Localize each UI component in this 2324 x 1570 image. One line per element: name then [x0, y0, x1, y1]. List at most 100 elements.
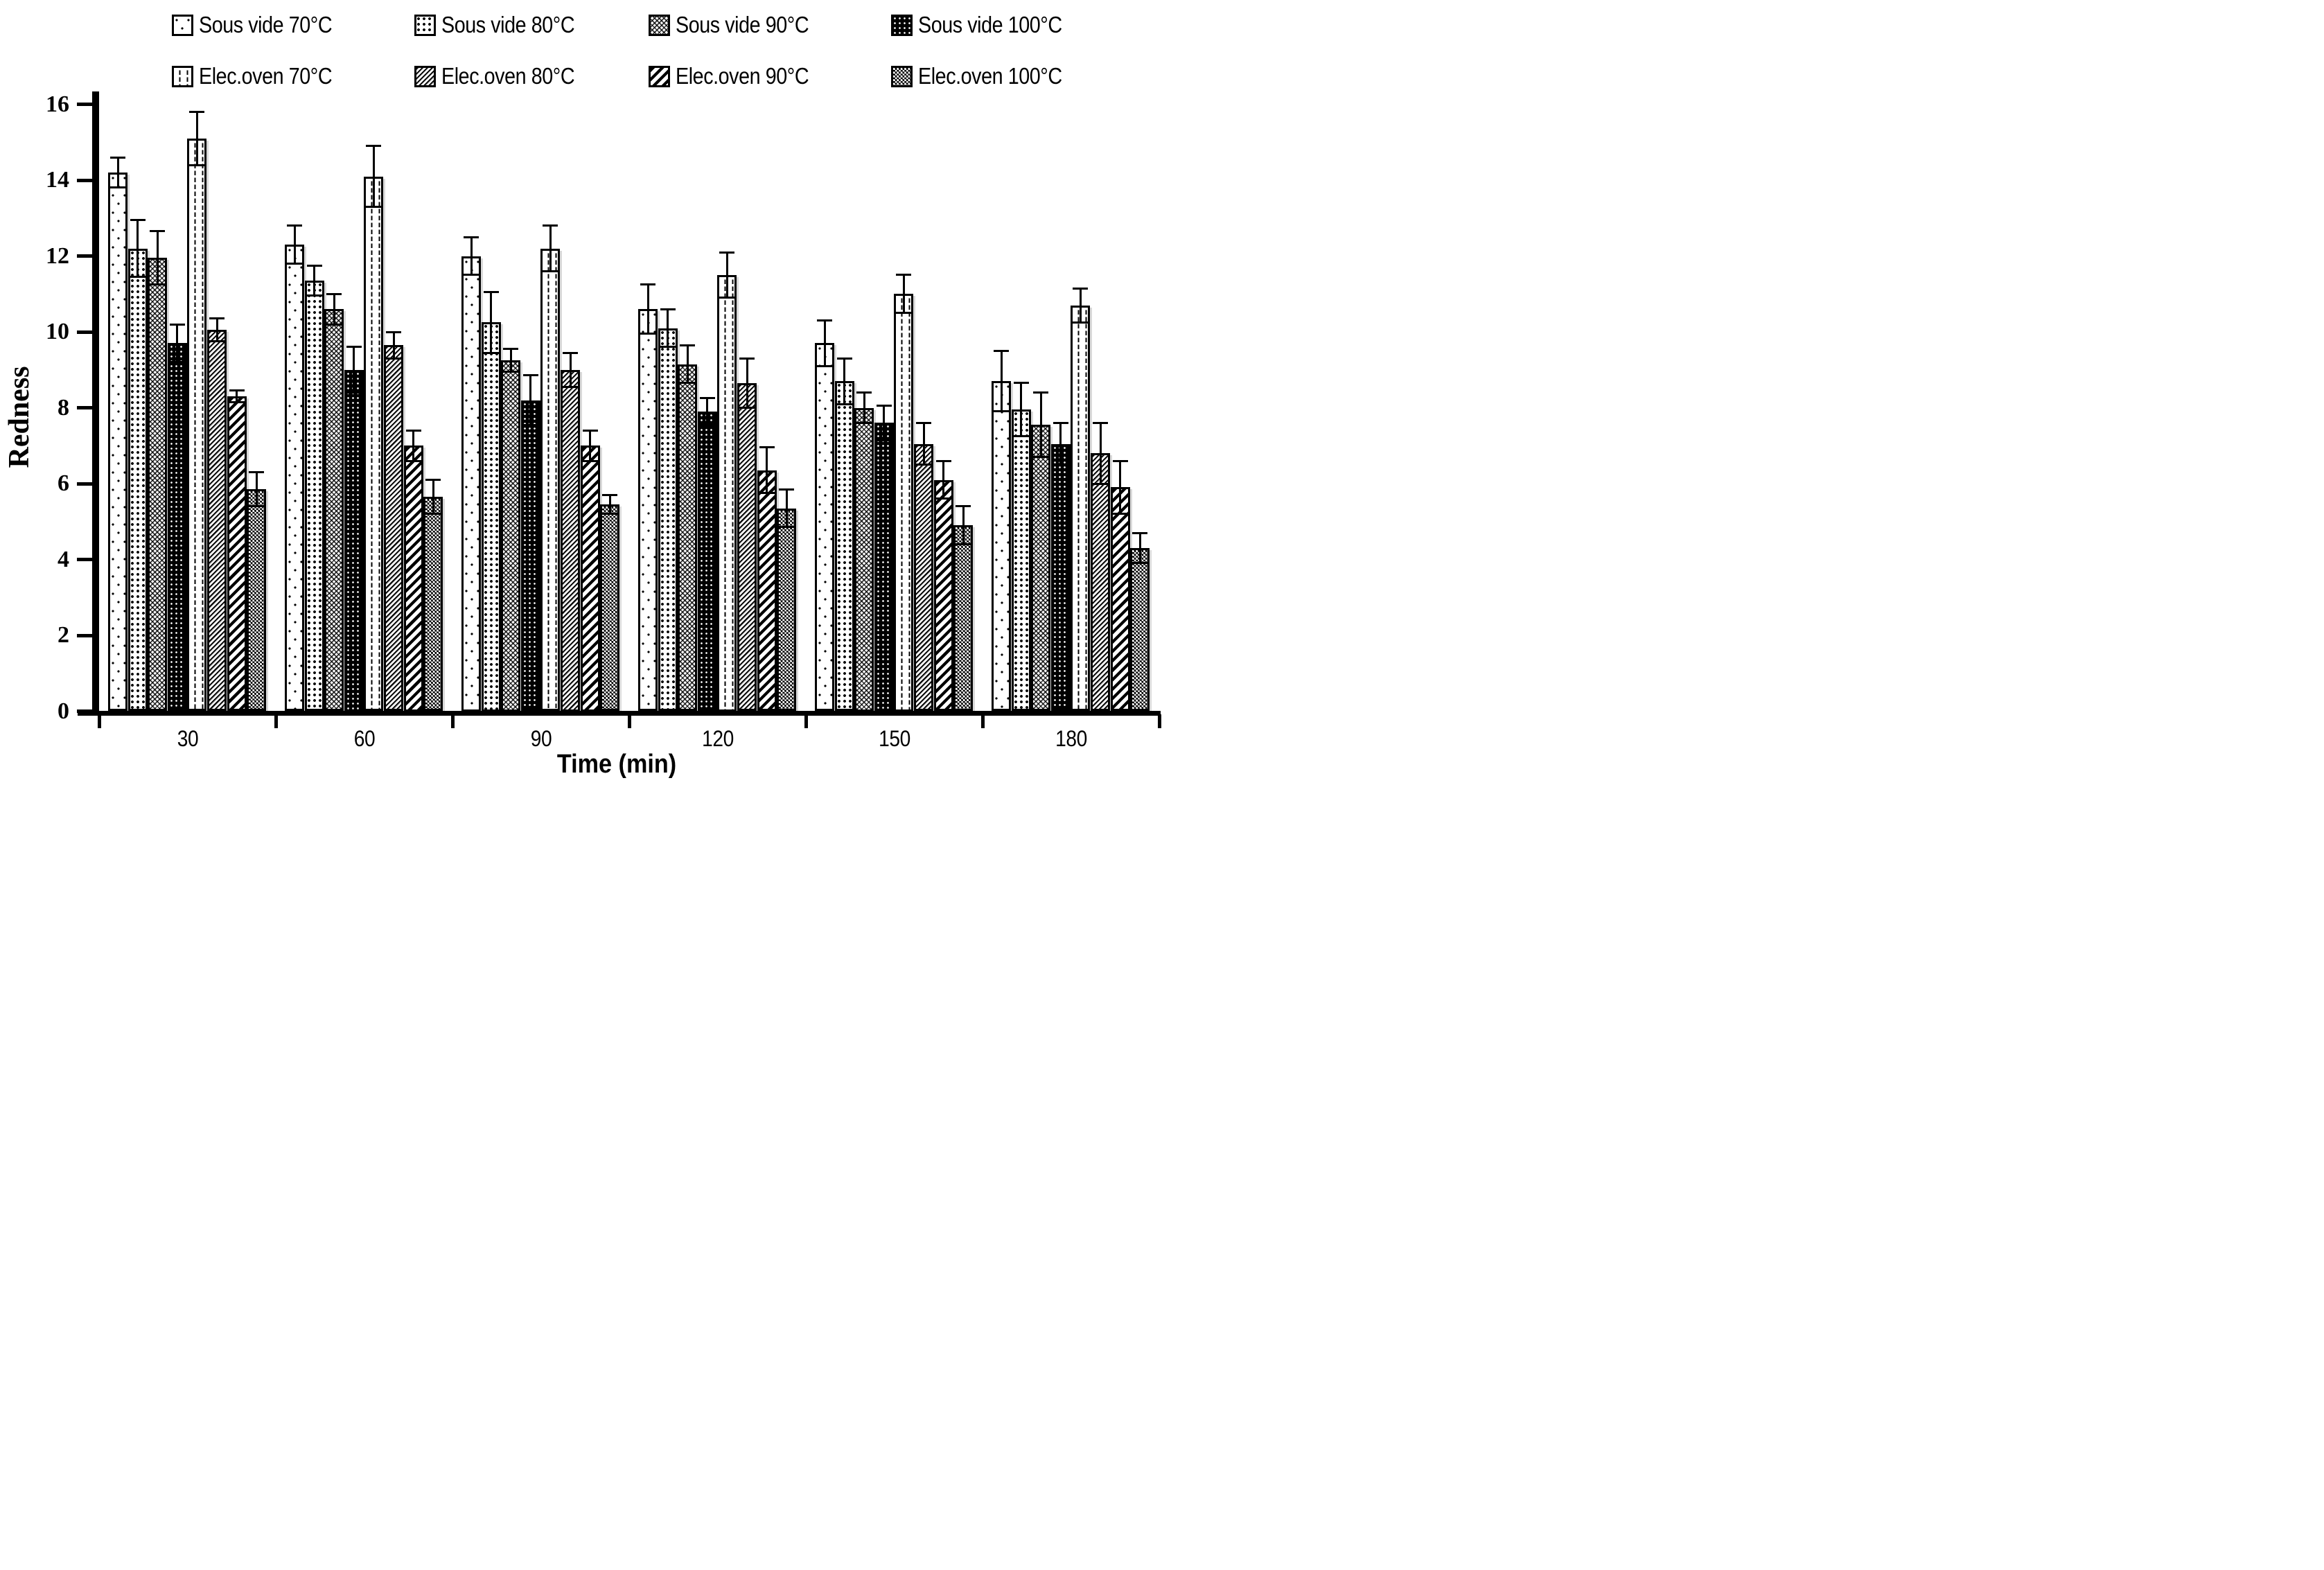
error-bar-cap-top — [543, 224, 558, 227]
legend-swatch-sv70 — [172, 14, 193, 36]
chart-page: { "page": { "background": "#ffffff", "fo… — [0, 0, 1162, 785]
error-bar — [942, 461, 945, 499]
error-bar-cap-top — [1093, 421, 1108, 424]
error-bar — [1039, 392, 1042, 457]
error-bar-cap-bottom — [287, 262, 302, 265]
y-tick-mark — [77, 633, 92, 637]
bar-eo80-90min — [561, 369, 580, 712]
error-bar-cap-bottom — [1093, 482, 1108, 485]
legend-swatch-eo90 — [649, 65, 670, 87]
x-tick-mark — [980, 714, 985, 728]
error-bar-cap-top — [563, 351, 578, 354]
error-bar-cap-top — [464, 236, 479, 238]
error-bar-cap-bottom — [209, 340, 225, 343]
legend-label: Elec.oven 80°C — [441, 63, 575, 89]
x-tick-label: 120 — [701, 726, 734, 751]
error-bar-cap-top — [660, 308, 676, 310]
bar-eo80-180min — [1091, 453, 1110, 712]
error-bar-cap-top — [425, 479, 441, 482]
bar-eo80-30min — [207, 330, 227, 712]
bar-sv70-60min — [285, 245, 304, 712]
bar-eo100-30min — [247, 489, 267, 712]
legend-label: Sous vide 80°C — [441, 12, 575, 37]
error-bar — [1138, 533, 1141, 563]
error-bar-cap-top — [602, 493, 618, 496]
bar-eo80-60min — [384, 345, 403, 712]
error-bar — [490, 292, 493, 353]
error-bar-cap-bottom — [150, 283, 166, 286]
error-bar-cap-top — [110, 156, 125, 159]
error-bar — [608, 495, 611, 514]
bar-eo80-120min — [737, 382, 757, 712]
error-bar-cap-bottom — [189, 164, 205, 166]
error-bar-cap-bottom — [229, 400, 245, 403]
legend-swatch-sv90 — [649, 14, 670, 36]
error-bar — [785, 489, 788, 527]
error-bar-cap-top — [739, 357, 755, 360]
error-bar — [1059, 423, 1062, 465]
bar-eo90-90min — [580, 446, 600, 712]
error-bar — [646, 284, 649, 334]
legend-item: Elec.oven 80°C — [414, 61, 595, 91]
bar-eo100-90min — [600, 504, 620, 712]
error-bar-cap-bottom — [346, 391, 362, 394]
x-tick-mark — [627, 714, 631, 728]
bar-sv90-90min — [501, 360, 521, 712]
error-bar-cap-top — [346, 346, 362, 349]
error-bar-cap-bottom — [582, 459, 598, 462]
bar-eo90-150min — [933, 479, 953, 712]
error-bar — [1020, 382, 1023, 436]
error-bar-cap-top — [582, 429, 598, 432]
error-bar — [1000, 351, 1003, 412]
bar-sv90-120min — [678, 364, 698, 712]
error-bar-cap-bottom — [836, 403, 852, 405]
bar-sv100-120min — [697, 411, 717, 712]
error-bar-cap-top — [366, 145, 382, 148]
legend-swatch-eo80 — [414, 65, 436, 87]
bar-sv90-150min — [854, 407, 874, 712]
error-bar-cap-top — [169, 323, 185, 326]
error-bar — [843, 358, 846, 404]
error-bar — [962, 506, 965, 545]
bar-sv70-180min — [992, 381, 1011, 712]
error-bar-cap-top — [856, 391, 872, 394]
y-tick-mark — [77, 709, 92, 713]
legend-swatch-eo100 — [891, 65, 913, 87]
y-axis — [92, 91, 99, 715]
error-bar — [1079, 288, 1082, 323]
error-bar-cap-top — [836, 357, 852, 360]
error-bar-cap-bottom — [1053, 464, 1068, 466]
error-bar-cap-bottom — [994, 410, 1009, 413]
y-tick-mark — [77, 330, 92, 334]
error-bar-cap-bottom — [739, 407, 755, 409]
error-bar-cap-bottom — [130, 276, 146, 279]
x-tick-label: 90 — [530, 726, 552, 751]
error-bar-cap-top — [680, 344, 696, 346]
legend-label: Sous vide 90°C — [676, 12, 809, 37]
error-bar-cap-top — [130, 218, 146, 221]
error-bar — [255, 472, 258, 506]
legend-swatch-sv100 — [891, 14, 913, 36]
x-tick-label: 180 — [1055, 726, 1087, 751]
error-bar-cap-bottom — [1073, 321, 1089, 324]
bar-eo80-150min — [914, 443, 933, 712]
error-bar-cap-bottom — [169, 361, 185, 364]
error-bar — [863, 392, 865, 423]
error-bar-cap-top — [1033, 391, 1049, 394]
legend-label: Elec.oven 70°C — [199, 63, 333, 89]
bar-eo70-180min — [1071, 305, 1091, 712]
y-tick-mark — [77, 178, 92, 182]
legend-item: Elec.oven 70°C — [172, 61, 352, 91]
legend-swatch-eo70 — [172, 65, 193, 87]
x-tick-label: 30 — [177, 726, 198, 751]
error-bar-cap-top — [405, 429, 421, 432]
error-bar-cap-bottom — [425, 513, 441, 515]
error-bar-cap-bottom — [306, 294, 322, 297]
error-bar-cap-bottom — [249, 505, 265, 508]
bar-eo70-120min — [717, 274, 737, 712]
error-bar-cap-top — [876, 405, 892, 407]
y-tick-label: 16 — [46, 91, 69, 117]
error-bar — [137, 220, 139, 277]
error-bar-cap-top — [1073, 287, 1089, 290]
bar-eo90-180min — [1110, 487, 1130, 712]
